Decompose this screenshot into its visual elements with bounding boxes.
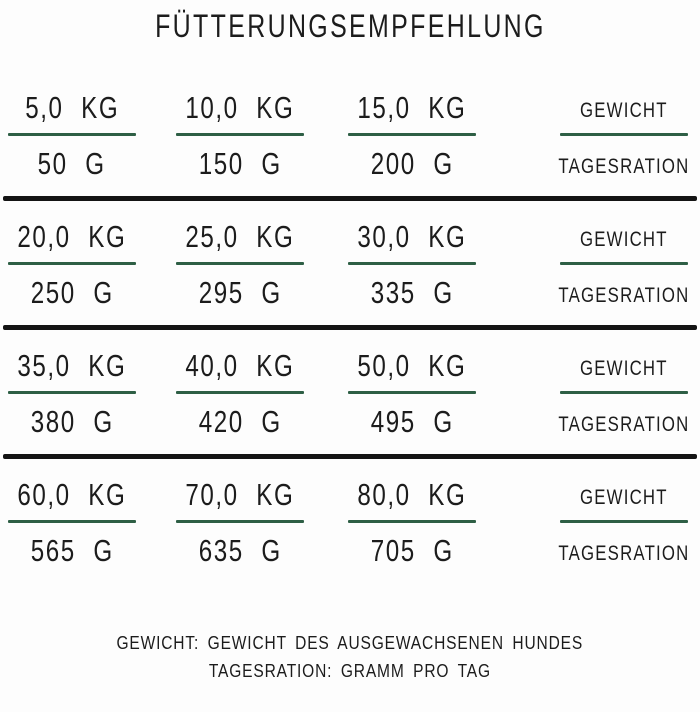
ration-label: TAGESRATION [558,284,690,307]
weight-ration-cell: 50,0 KG 495 G [348,342,476,440]
feeding-table: 5,0 KG 50 G 10,0 KG 150 G 15,0 KG 200 G … [0,72,700,583]
feeding-group-3: 35,0 KG 380 G 40,0 KG 420 G 50,0 KG 495 … [0,330,700,454]
ration-value: 495 G [370,404,454,439]
fraction-line [176,520,304,523]
weight-value: 25,0 KG [185,219,295,254]
ration-label: TAGESRATION [558,413,690,436]
weight-ration-cell: 35,0 KG 380 G [8,342,136,440]
footnote-weight: GEWICHT: GEWICHT DES AUSGEWACHSENEN HUND… [116,632,584,653]
weight-value: 60,0 KG [17,477,127,512]
feeding-group-1: 5,0 KG 50 G 10,0 KG 150 G 15,0 KG 200 G … [0,72,700,196]
weight-ration-cell: 10,0 KG 150 G [176,84,304,182]
weight-value: 70,0 KG [185,477,295,512]
weight-value: 15,0 KG [357,90,467,125]
weight-label: GEWICHT [580,99,668,122]
weight-ration-cell: 30,0 KG 335 G [348,213,476,311]
ration-value: 380 G [30,404,114,439]
fraction-line [8,133,136,136]
footnote-ration: TAGESRATION: GRAMM PRO TAG [208,660,492,681]
weight-ration-cell: 70,0 KG 635 G [176,471,304,569]
weight-label: GEWICHT [580,486,668,509]
legend-cell: GEWICHT TAGESRATION [558,84,690,182]
weight-ration-cell: 5,0 KG 50 G [8,84,136,182]
feeding-group-4: 60,0 KG 565 G 70,0 KG 635 G 80,0 KG 705 … [0,459,700,583]
fraction-line [348,520,476,523]
weight-label: GEWICHT [580,357,668,380]
ration-value: 250 G [30,275,114,310]
ration-value: 295 G [198,275,282,310]
group-divider [3,454,697,459]
fraction-line [176,391,304,394]
weight-value: 35,0 KG [17,348,127,383]
fraction-line [8,520,136,523]
group-divider [3,196,697,201]
fraction-line [560,262,688,265]
ration-value: 635 G [198,533,282,568]
ration-value: 200 G [370,146,454,181]
weight-value: 10,0 KG [185,90,295,125]
weight-value: 5,0 KG [25,90,119,125]
legend-cell: GEWICHT TAGESRATION [558,471,690,569]
ration-value: 50 G [37,146,107,181]
fraction-line [8,391,136,394]
ration-value: 565 G [30,533,114,568]
ration-value: 150 G [198,146,282,181]
fraction-line [348,133,476,136]
group-divider [3,325,697,330]
legend-cell: GEWICHT TAGESRATION [558,213,690,311]
weight-ration-cell: 15,0 KG 200 G [348,84,476,182]
weight-ration-cell: 60,0 KG 565 G [8,471,136,569]
weight-value: 40,0 KG [185,348,295,383]
ration-value: 705 G [370,533,454,568]
weight-ration-cell: 80,0 KG 705 G [348,471,476,569]
ration-value: 335 G [370,275,454,310]
weight-ration-cell: 40,0 KG 420 G [176,342,304,440]
fraction-line [560,133,688,136]
weight-ration-cell: 20,0 KG 250 G [8,213,136,311]
fraction-line [8,262,136,265]
fraction-line [560,391,688,394]
weight-value: 80,0 KG [357,477,467,512]
ration-value: 420 G [198,404,282,439]
legend-cell: GEWICHT TAGESRATION [558,342,690,440]
fraction-line [176,133,304,136]
fraction-line [560,520,688,523]
weight-value: 50,0 KG [357,348,467,383]
page-title-text: FÜTTERUNGSEMPFEHLUNG [154,8,546,44]
weight-ration-cell: 25,0 KG 295 G [176,213,304,311]
page-title: FÜTTERUNGSEMPFEHLUNG [0,0,700,46]
weight-label: GEWICHT [580,228,668,251]
ration-label: TAGESRATION [558,155,690,178]
weight-value: 20,0 KG [17,219,127,254]
fraction-line [176,262,304,265]
feeding-group-2: 20,0 KG 250 G 25,0 KG 295 G 30,0 KG 335 … [0,201,700,325]
fraction-line [348,391,476,394]
weight-value: 30,0 KG [357,219,467,254]
ration-label: TAGESRATION [558,542,690,565]
fraction-line [348,262,476,265]
legend-footnote: GEWICHT: GEWICHT DES AUSGEWACHSENEN HUND… [0,629,700,685]
